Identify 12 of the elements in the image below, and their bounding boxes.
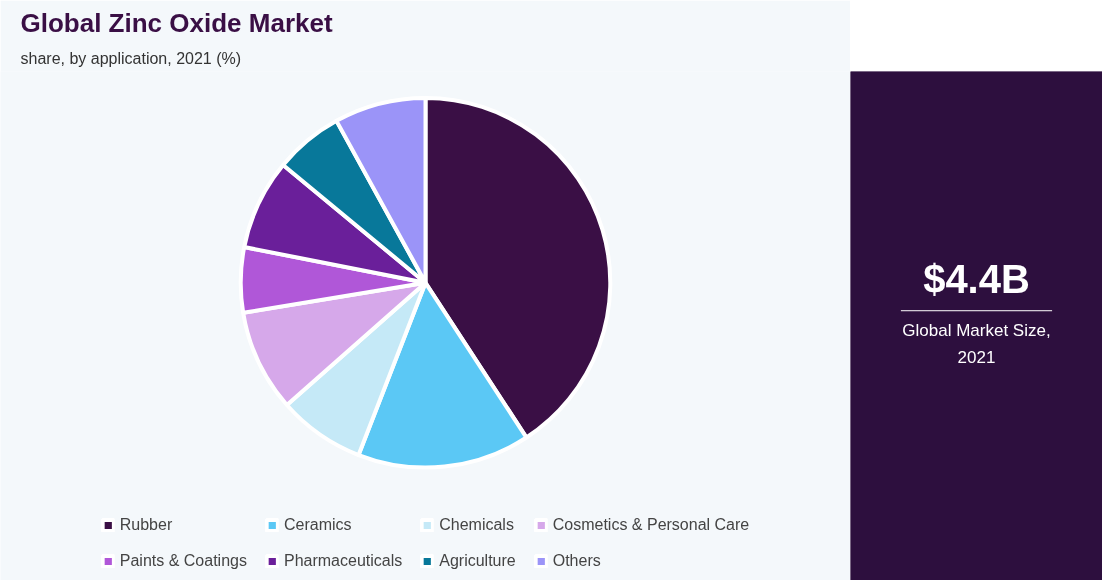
legend-label: Agriculture [439,552,516,570]
legend-label: Chemicals [439,516,514,534]
legend-label: Ceramics [283,516,352,534]
legend-label: Others [552,552,601,570]
chart-title: Global Zinc Oxide Market [20,7,333,38]
text: $4.4B [923,256,1030,301]
legend-label: Paints & Coatings [119,552,247,570]
legend-label: Pharmaceuticals [283,552,403,570]
chart-subtitle: share, by application, 2021 (%) [20,49,242,67]
text: Global Market Size, 2021 [902,320,1051,367]
legend-label: Cosmetics & Personal Care [552,516,750,534]
legend-label: Rubber [119,516,173,534]
